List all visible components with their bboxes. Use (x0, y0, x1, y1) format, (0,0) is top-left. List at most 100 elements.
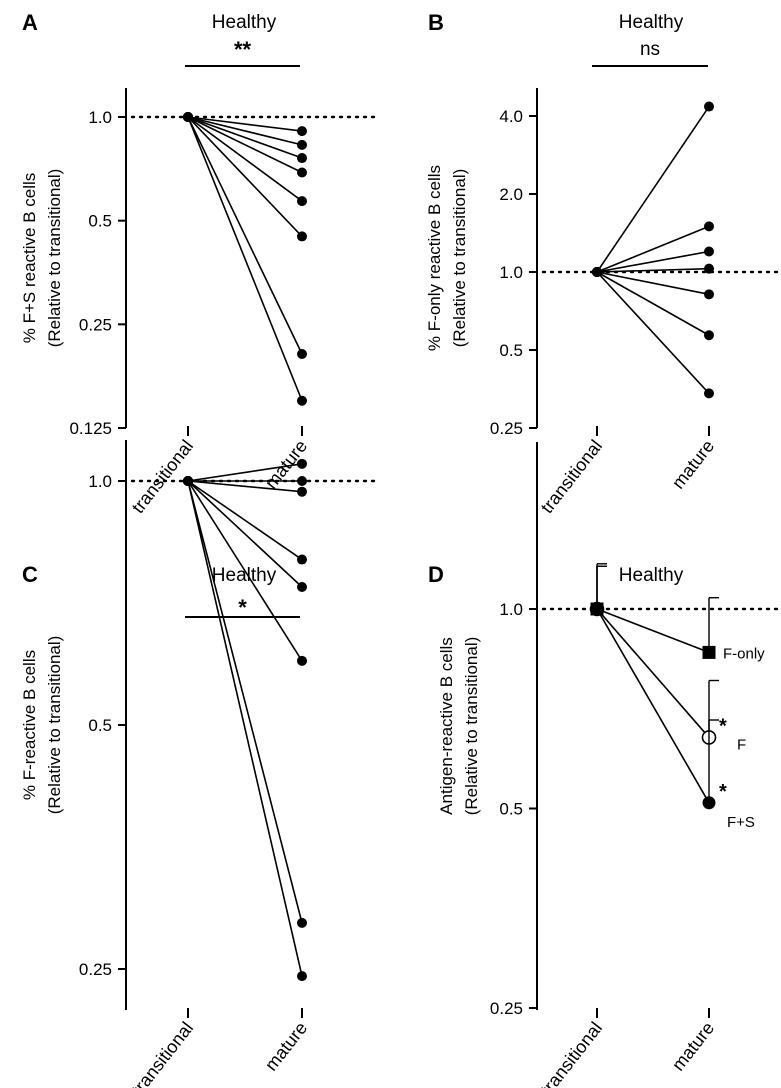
series-line (187, 480, 303, 924)
y-axis-label-sub: (Relative to transitional) (45, 169, 64, 348)
data-point (297, 554, 307, 565)
data-point (297, 167, 307, 178)
series-significance: * (719, 715, 727, 737)
series-line (596, 608, 710, 654)
x-category-label: mature (668, 436, 718, 492)
x-category-label: transitional (537, 436, 606, 517)
y-tick-label: 0.25 (490, 419, 523, 438)
series-line (596, 106, 710, 273)
y-tick-label: 0.5 (499, 341, 523, 360)
data-point (704, 263, 714, 274)
series-line (187, 463, 303, 482)
y-tick-label: 0.5 (499, 800, 523, 819)
x-category-label: mature (261, 1018, 311, 1074)
y-axis-label: % F+S reactive B cells (20, 173, 39, 344)
series-line (596, 271, 710, 336)
y-tick-label: 2.0 (499, 185, 523, 204)
series-line (596, 225, 710, 273)
data-point (183, 112, 193, 122)
y-tick-label: 1.0 (88, 108, 112, 127)
data-point (702, 796, 716, 810)
y-axis-label: % F-reactive B cells (20, 650, 39, 800)
data-point (297, 476, 307, 486)
y-axis-label: % F-only reactive B cells (425, 165, 444, 351)
y-tick-label: 4.0 (499, 107, 523, 126)
data-point (297, 655, 307, 666)
panel-letter: A (22, 10, 38, 35)
data-point (297, 153, 307, 164)
significance-label: ns (640, 39, 660, 60)
y-tick-label: 0.5 (88, 212, 112, 231)
series-line (187, 116, 303, 402)
series-line (187, 480, 303, 662)
data-point (704, 221, 714, 232)
y-axis-label-sub: (Relative to transitional) (462, 637, 481, 816)
panel-b: B Healthy ns 4.0 2.0 1.0 0.5 0.25 % F-only react… (425, 10, 781, 517)
data-point (297, 126, 307, 137)
y-tick-label: 1.0 (499, 263, 523, 282)
series-line (187, 116, 303, 174)
data-point (704, 101, 714, 112)
data-point (590, 602, 604, 616)
series-line (187, 116, 303, 237)
series-line (187, 480, 303, 588)
data-point (704, 246, 714, 257)
y-tick-label: 0.25 (79, 960, 112, 979)
y-tick-label: 0.25 (490, 999, 523, 1018)
y-tick-label: 1.0 (499, 600, 523, 619)
x-category-label: transitional (537, 1018, 606, 1088)
y-axis-label-sub: (Relative to transitional) (45, 636, 64, 815)
y-tick-label: 0.5 (88, 716, 112, 735)
series-line (187, 116, 303, 132)
panel-a: A Healthy ** 1.0 0.5 0.25 0.125 % F+S reactive … (20, 10, 379, 517)
series-line (596, 271, 710, 394)
x-category-label: transitional (128, 1018, 197, 1088)
series-label: F+S (727, 814, 755, 831)
data-point (592, 267, 602, 277)
data-point (297, 139, 307, 150)
data-point (704, 388, 714, 399)
panel-letter: D (428, 562, 444, 587)
series-line (187, 116, 303, 355)
data-point (183, 476, 193, 486)
data-point (297, 917, 307, 928)
panel-letter: B (428, 10, 444, 35)
panel-title: Healthy (619, 565, 684, 586)
series-line (596, 267, 710, 273)
series-line (187, 480, 303, 493)
data-point (297, 458, 307, 469)
y-axis-label-sub: (Relative to transitional) (450, 169, 469, 348)
panel-title: Healthy (619, 12, 684, 33)
series-line (187, 116, 303, 146)
series-line (187, 480, 303, 977)
data-point (704, 289, 714, 300)
series-line (187, 116, 303, 159)
series-line (596, 271, 710, 296)
y-tick-label: 0.25 (79, 315, 112, 334)
series-line (596, 608, 710, 804)
series-significance: * (719, 781, 727, 803)
data-point (297, 971, 307, 982)
y-tick-label: 1.0 (88, 472, 112, 491)
significance-label: ** (234, 37, 252, 62)
panel-letter: C (22, 562, 38, 587)
data-point (297, 395, 307, 406)
data-point (297, 349, 307, 360)
y-tick-label: 0.125 (69, 419, 112, 438)
panel-title: Healthy (212, 565, 277, 586)
y-axis-label: Antigen-reactive B cells (437, 637, 456, 815)
data-point (297, 486, 307, 497)
significance-label: * (238, 595, 247, 620)
x-category-label: mature (668, 1018, 718, 1074)
data-point (704, 330, 714, 341)
series-label: F-only (723, 645, 765, 662)
data-point (297, 231, 307, 242)
panel-c: C Healthy * 1.0 0.5 0.25 % F-reactive B cells (… (20, 440, 379, 1088)
series-line (596, 608, 710, 738)
panel-title: Healthy (212, 12, 277, 33)
panel-d: D Healthy 1.0 0.5 0.25 Antigen-reactive B cel… (428, 442, 781, 1088)
data-point (297, 581, 307, 592)
series-line (596, 250, 710, 273)
data-point (297, 196, 307, 207)
